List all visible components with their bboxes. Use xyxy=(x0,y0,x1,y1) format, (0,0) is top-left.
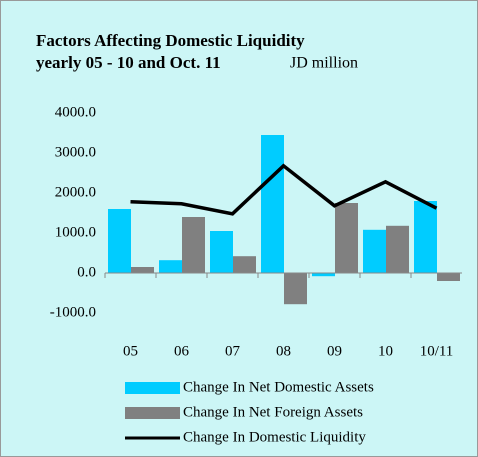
bar xyxy=(131,267,154,273)
bar xyxy=(159,260,182,273)
chart-title: Factors Affecting Domestic Liquidity xyxy=(36,31,305,50)
x-tick-label: 08 xyxy=(276,343,291,359)
x-tick-label: 09 xyxy=(327,343,342,359)
x-tick-label: 10/11 xyxy=(420,343,454,359)
y-tick-label: 1000.0 xyxy=(55,224,96,240)
chart-title: yearly 05 - 10 and Oct. 11 xyxy=(36,53,221,72)
bar xyxy=(233,256,256,273)
x-tick-label: 05 xyxy=(123,343,138,359)
y-tick-label: 3000.0 xyxy=(55,144,96,160)
bar xyxy=(182,217,205,273)
bar xyxy=(108,209,131,273)
bar xyxy=(284,273,307,305)
legend-label: Change In Net Foreign Assets xyxy=(183,404,363,420)
bar xyxy=(363,229,386,273)
y-tick-label: 2000.0 xyxy=(55,184,96,200)
bar xyxy=(335,203,358,273)
bar xyxy=(386,225,409,273)
line xyxy=(130,163,438,216)
y-tick-label: -1000.0 xyxy=(50,304,96,320)
bar xyxy=(261,135,284,273)
x-tick-label: 10 xyxy=(378,343,393,359)
legend-label: Change In Domestic Liquidity xyxy=(183,429,366,445)
y-tick-label: 0.0 xyxy=(77,264,96,280)
bar xyxy=(210,231,233,273)
y-tick-label: 4000.0 xyxy=(55,104,96,120)
bar xyxy=(437,273,460,281)
legend-swatch xyxy=(125,382,180,394)
bar xyxy=(312,273,335,277)
x-tick-label: 06 xyxy=(174,343,190,359)
chart-subtitle: JD million xyxy=(290,55,358,72)
bar xyxy=(414,201,437,273)
legend-swatch xyxy=(125,407,180,419)
x-tick-label: 07 xyxy=(225,343,241,359)
legend-label: Change In Net Domestic Assets xyxy=(183,379,374,395)
